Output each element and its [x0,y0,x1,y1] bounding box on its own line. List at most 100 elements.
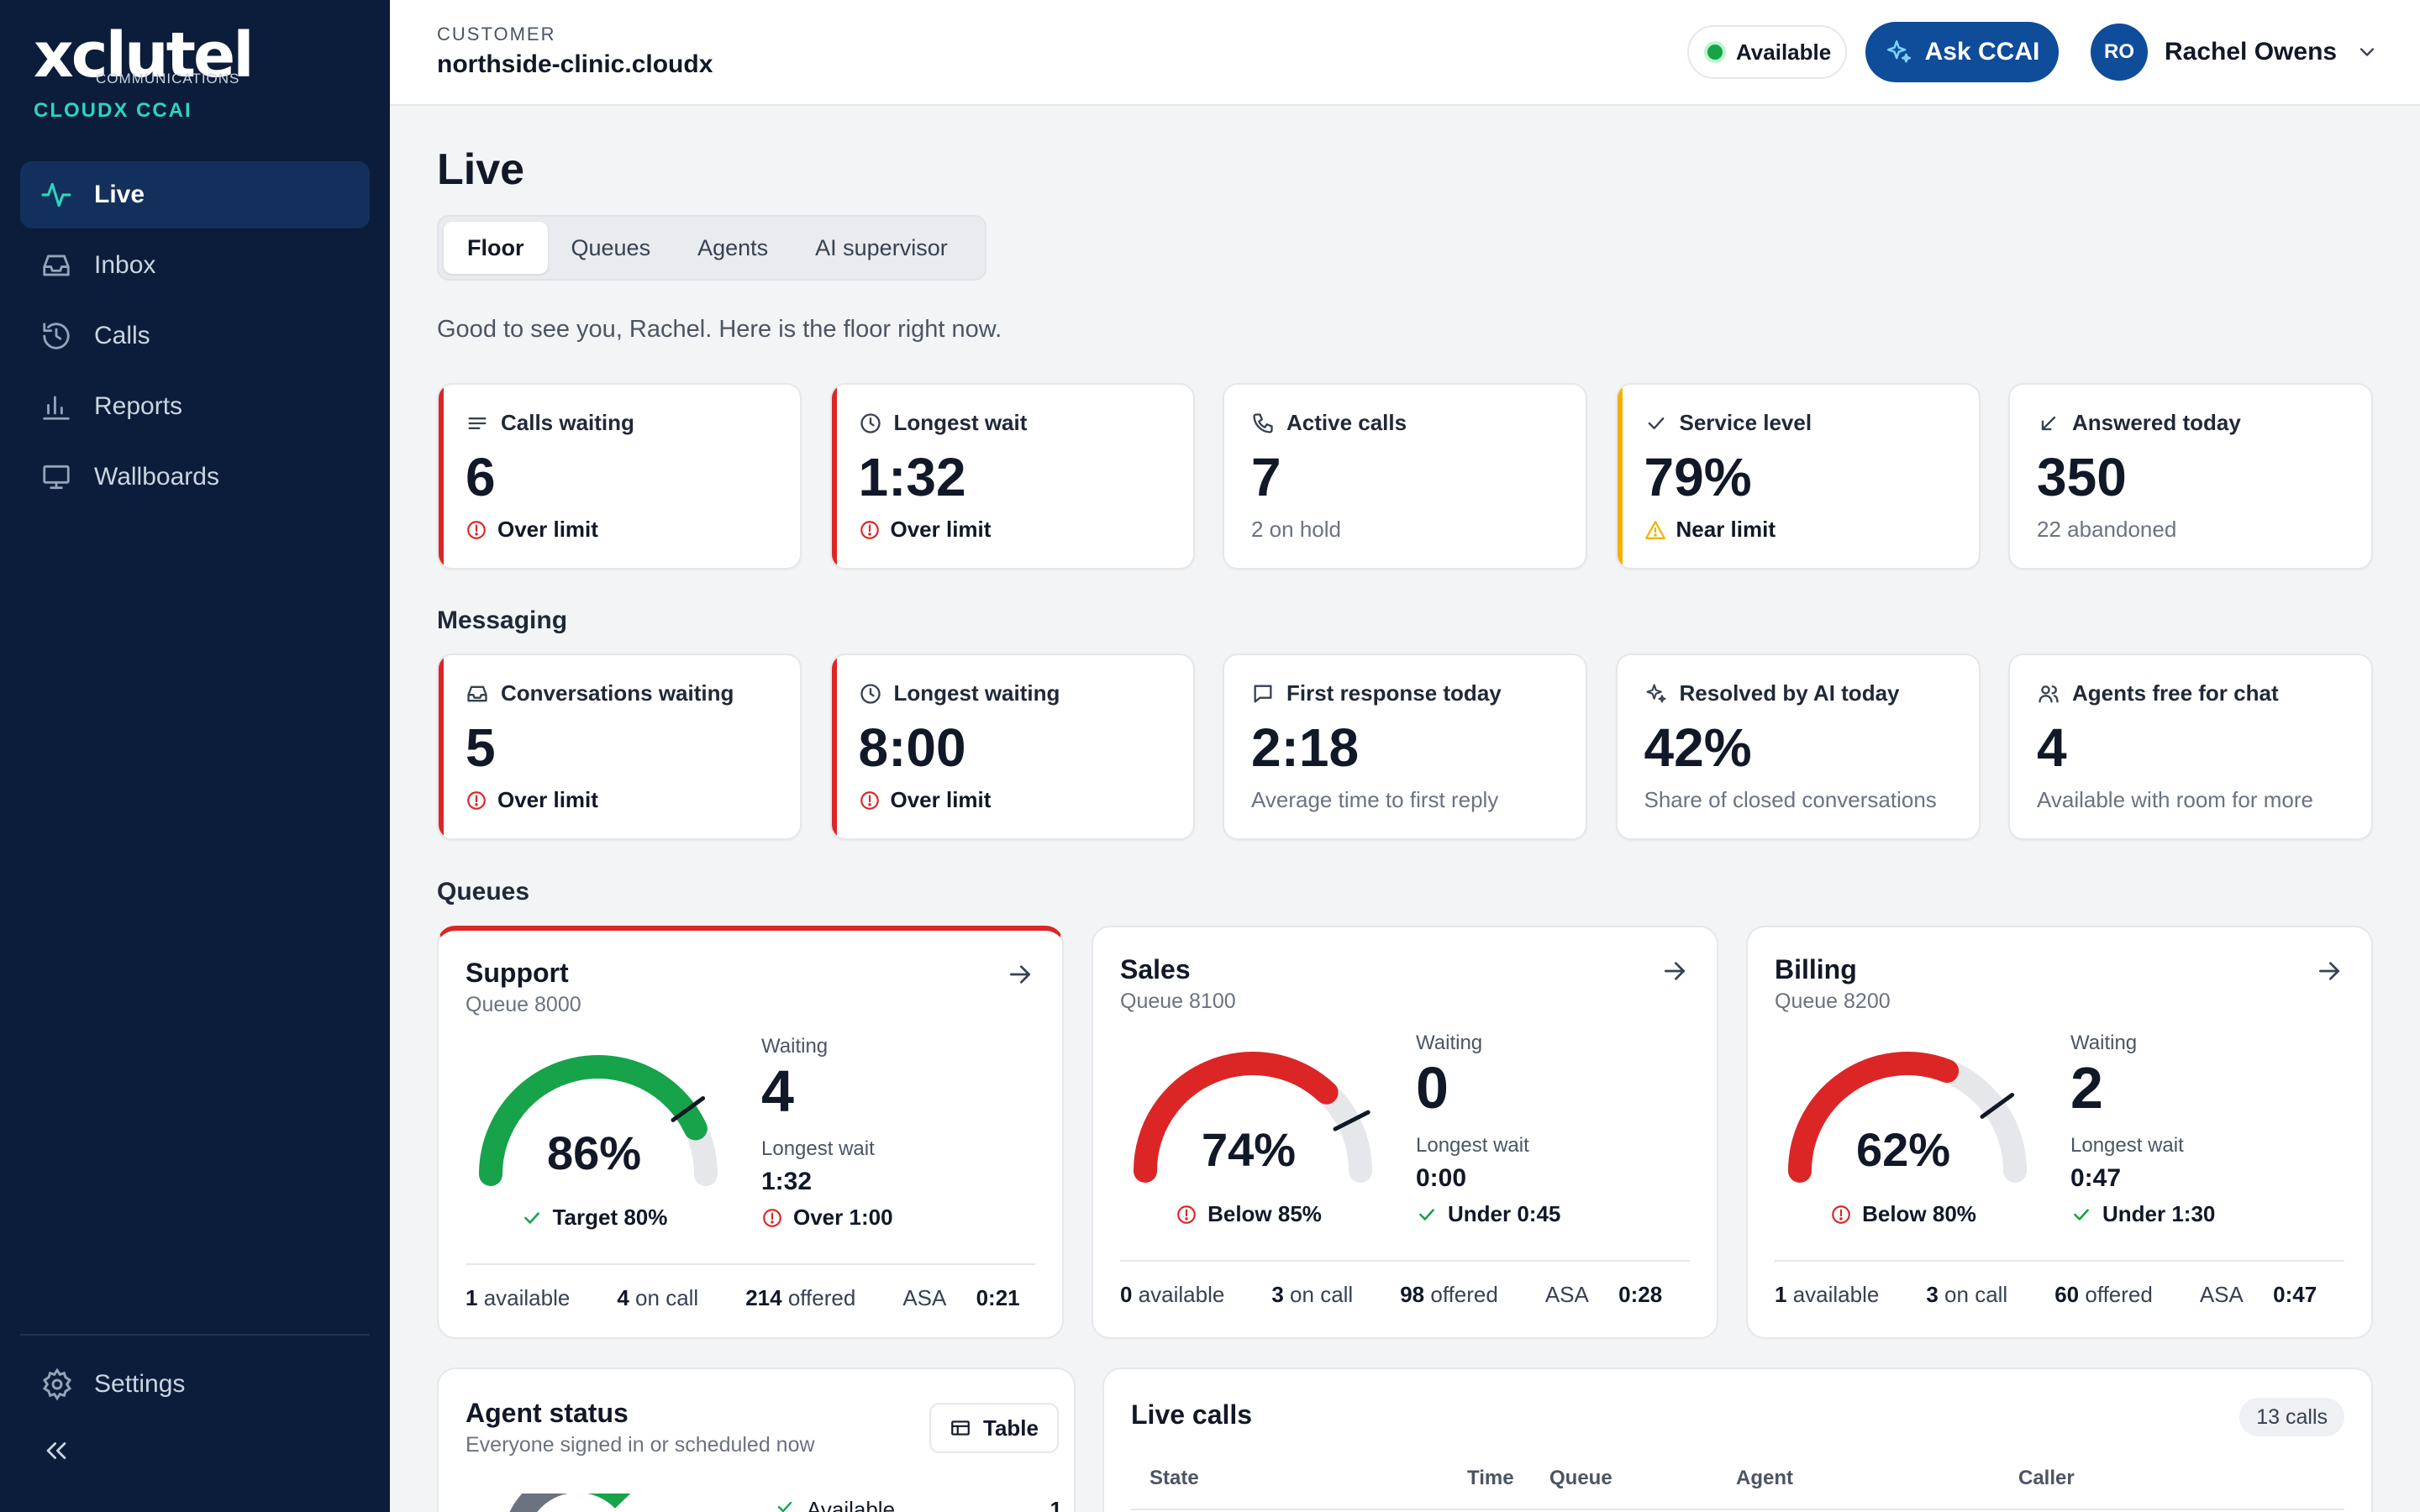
longest-wait-note-text: Under 1:30 [2102,1201,2216,1226]
kpi-resolved-by-ai[interactable]: Resolved by AI today 42% Share of closed… [1615,654,1981,840]
history-icon [43,323,70,349]
kpi-calls-waiting[interactable]: Calls waiting 6 Over limit [437,383,802,570]
kpi-value: 79% [1644,447,1752,507]
queue-divider [1120,1260,1690,1262]
user-menu[interactable]: RO Rachel Owens [2091,22,2379,82]
nav-item-label: Wallboards [94,463,219,491]
waiting-label: Waiting [761,1035,829,1058]
message-icon [1254,685,1272,702]
ask-ccai-button[interactable]: Ask CCAI [1865,22,2059,82]
queue-card-sales[interactable]: Sales Queue 8100 74% Below 85% Waiting 0 Longe… [1092,926,1718,1339]
availability-toggle[interactable]: Available [1687,25,1847,79]
availability-label: Available [1736,39,1832,65]
greeting-text: Good to see you, Rachel. Here is the flo… [437,316,1002,343]
kpi-agents-free-for-chat[interactable]: Agents free for chat 4 Available with ro… [2008,654,2373,840]
column-header-queue[interactable]: Queue [1549,1467,1612,1489]
nav-item-settings[interactable]: Settings [40,1368,185,1401]
queue-cards: Support Queue 8000 86% Target 80% Waiting 4 Lo… [437,926,2373,1339]
arrow-down-left-icon [2041,416,2056,430]
product-name: CLOUDX CCAI [34,99,192,122]
nav-item-wallboards[interactable]: Wallboards [20,444,370,511]
column-header-caller[interactable]: Caller [2018,1467,2075,1489]
tab-ai-supervisor[interactable]: AI supervisor [815,234,948,260]
kpi-note: Over limit [497,787,598,812]
kpi-label: Longest waiting [893,680,1060,706]
kpi-longest-waiting[interactable]: Longest waiting 8:00 Over limit [829,654,1195,840]
kpi-conversations-waiting[interactable]: Conversations waiting 5 Over limit [437,654,802,840]
longest-wait-value: 1:32 [761,1168,813,1195]
alert-circle-icon [860,790,879,810]
kpi-note: Over limit [890,787,992,812]
target-note: Below 85% [1127,1201,1370,1227]
kpi-value: 8:00 [858,717,966,778]
tab-floor[interactable]: Floor [444,222,548,274]
warning-triangle-icon [1644,520,1665,539]
logo-wordmark: xclutel [34,19,255,92]
asa-value: ASA 0:21 [902,1285,1020,1310]
queue-name: Billing [1775,954,1857,984]
kpi-note: 2 on hold [1251,517,1341,542]
alert-circle-icon [763,1208,781,1227]
avatar: RO [2091,24,2148,81]
kpi-label: Conversations waiting [501,680,734,706]
live-calls-title: Live calls [1131,1399,1253,1430]
arrow-right-icon[interactable] [1661,958,1688,984]
top-header: CUSTOMER northside-clinic.cloudx Availab… [390,0,2420,106]
kpi-value: 6 [466,447,496,507]
gauge-target-marker [1980,1092,2015,1119]
longest-wait-note: Over 1:00 [761,1205,893,1231]
sparkle-icon [1886,39,1911,63]
kpi-note: 22 abandoned [2037,517,2177,542]
column-header-state[interactable]: State [1150,1467,1199,1489]
kpi-longest-wait[interactable]: Longest wait 1:32 Over limit [829,383,1195,570]
queue-stats: Waiting 4 Longest wait 1:32 Over 1:00 [761,1035,893,1231]
kpi-label: Longest wait [893,410,1028,435]
nav-item-reports[interactable]: Reports [20,373,370,440]
table-view-button[interactable]: Table [929,1403,1059,1453]
available-count: 1 available [466,1285,571,1310]
tab-agents[interactable]: Agents [697,234,769,260]
target-note: Target 80% [472,1205,716,1231]
chevron-down-icon [2360,48,2375,56]
tab-queues[interactable]: Queues [571,234,651,260]
nav-item-calls[interactable]: Calls [20,302,370,370]
alert-circle-icon [467,520,486,539]
nav-item-label: Live [94,181,145,208]
kpi-note: Share of closed conversations [1644,787,1937,812]
legend-label: Available [807,1497,896,1512]
kpi-value: 350 [2037,447,2127,507]
kpi-service-level[interactable]: Service level 79% Near limit [1615,383,1981,570]
alert-circle-icon [860,520,879,539]
kpi-note: Near limit [1676,517,1776,542]
settings-label: Settings [94,1370,186,1398]
customer-name: northside-clinic.cloudx [437,50,713,78]
kpi-value: 7 [1251,447,1281,507]
queue-card-support[interactable]: Support Queue 8000 86% Target 80% Waiting 4 Lo… [437,926,1064,1339]
queue-card-billing[interactable]: Billing Queue 8200 62% Below 80% Waiting 2 Lon… [1746,926,2373,1339]
kpi-note: Average time to first reply [1251,787,1499,812]
live-calls-card: Live calls 13 calls State Time Queue Age… [1102,1368,2373,1512]
bar-chart-icon [43,396,70,420]
queue-footer: 1 available 4 on call 214 offered ASA 0:21 [466,1285,1044,1311]
kpi-active-calls[interactable]: Active calls 7 2 on hold [1223,383,1587,570]
asa-value: ASA 0:47 [2199,1282,2317,1307]
users-icon [2039,685,2059,702]
offered-count: 60 offered [2054,1282,2153,1307]
on-call-count: 3 on call [1926,1282,2008,1307]
on-call-count: 4 on call [617,1285,699,1310]
kpi-answered-today[interactable]: Answered today 350 22 abandoned [2008,383,2373,570]
legend-count: 1 [1050,1497,1062,1512]
messaging-section-title: Messaging [437,606,568,634]
column-header-agent[interactable]: Agent [1736,1467,1793,1489]
kpi-first-response[interactable]: First response today 2:18 Average time t… [1223,654,1587,840]
nav-item-inbox[interactable]: Inbox [20,232,370,299]
user-name: Rachel Owens [2165,38,2338,66]
arrow-right-icon[interactable] [2316,958,2343,984]
column-header-time[interactable]: Time [1467,1467,1514,1489]
nav-item-live[interactable]: Live [20,161,370,228]
messaging-kpi-row: Conversations waiting 5 Over limit Longe… [437,654,2373,840]
sparkle-icon [1645,683,1666,702]
collapse-sidebar-icon[interactable] [42,1436,71,1465]
alert-circle-icon [1177,1205,1196,1224]
arrow-right-icon[interactable] [1007,961,1034,988]
